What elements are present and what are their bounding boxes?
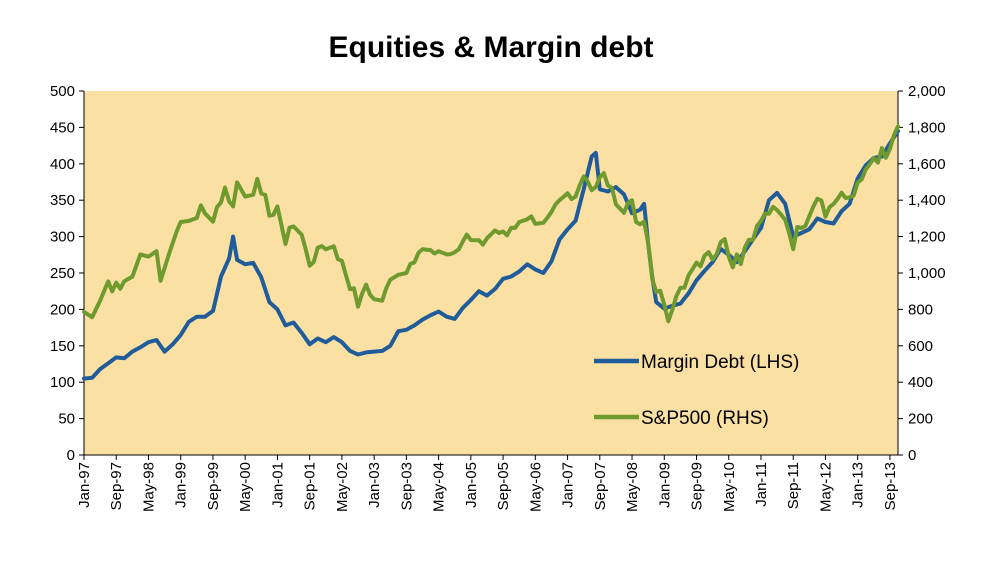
x-tick-label: Jan-11	[753, 462, 770, 507]
left-tick-label: 150	[50, 338, 75, 355]
x-tick-label: Jan-13	[850, 462, 867, 508]
x-tick-label: Sep-13	[882, 462, 899, 510]
x-tick-label: May-12	[817, 462, 834, 512]
x-tick-label: Jan-97	[76, 462, 93, 508]
left-tick-label: 100	[50, 374, 75, 391]
left-tick-label: 350	[50, 192, 75, 209]
x-tick-label: Jan-05	[463, 462, 480, 508]
x-axis: Jan-97 Sep-97 May-98 Jan-99 Sep-99 May-00 Jan-…	[76, 454, 899, 512]
right-tick-label: 2,000	[908, 83, 946, 100]
right-tick-label: 0	[908, 447, 916, 464]
chart-title: Equities & Margin debt	[328, 31, 653, 64]
left-tick-label: 500	[50, 83, 75, 100]
x-tick-label: Jan-03	[366, 462, 383, 508]
x-tick-label: May-02	[334, 462, 351, 512]
x-tick-label: Sep-07	[592, 462, 609, 510]
x-tick-label: Sep-05	[495, 462, 512, 510]
left-tick-label: 400	[50, 156, 75, 173]
x-tick-label: Sep-09	[689, 462, 706, 510]
x-tick-label: Sep-97	[108, 462, 125, 510]
right-tick-label: 1,600	[908, 156, 946, 173]
series-layer	[82, 124, 900, 381]
right-tick-label: 1,200	[908, 229, 946, 246]
x-tick-label: Jan-01	[269, 462, 286, 508]
x-tick-label: Jan-07	[560, 462, 577, 508]
x-tick-label: May-04	[431, 462, 448, 512]
x-tick-label: Sep-11	[785, 462, 802, 509]
left-axis: 0 50 100 150 200 250 300 350 400 450 500	[50, 83, 85, 464]
x-tick-label: May-98	[140, 462, 157, 512]
left-tick-label: 250	[50, 265, 75, 282]
x-tick-label: May-08	[624, 462, 641, 512]
x-tick-label: May-06	[527, 462, 544, 512]
x-tick-label: Jan-09	[656, 462, 673, 508]
x-tick-label: Jan-99	[173, 462, 190, 508]
left-tick-label: 200	[50, 301, 75, 318]
x-tick-label: May-00	[237, 462, 254, 512]
right-tick-label: 200	[908, 411, 933, 428]
right-tick-label: 800	[908, 301, 933, 318]
series-line-sp500	[82, 124, 900, 324]
x-tick-label: May-10	[721, 462, 738, 512]
right-tick-label: 1,400	[908, 192, 946, 209]
left-tick-label: 300	[50, 229, 75, 246]
left-tick-label: 50	[58, 411, 75, 428]
plot-area	[84, 91, 898, 455]
right-axis: 0 200 400 600 800 1,000 1,200 1,400 1,600 1,800 2,…	[897, 83, 946, 464]
legend: Margin Debt (LHS) S&P500 (RHS)	[594, 352, 799, 429]
x-tick-label: Sep-99	[205, 462, 222, 510]
right-tick-label: 1,000	[908, 265, 946, 282]
left-tick-label: 450	[50, 119, 75, 136]
right-tick-label: 400	[908, 374, 933, 391]
legend-label-sp500: S&P500 (RHS)	[641, 408, 769, 429]
x-tick-label: Sep-01	[302, 462, 319, 510]
legend-item-margin-debt: Margin Debt (LHS)	[594, 352, 799, 373]
right-tick-label: 600	[908, 338, 933, 355]
legend-item-sp500: S&P500 (RHS)	[594, 408, 769, 429]
legend-label-margin-debt: Margin Debt (LHS)	[641, 352, 799, 373]
left-tick-label: 0	[67, 447, 75, 464]
series-line-margin-debt	[82, 129, 900, 381]
right-tick-label: 1,800	[908, 119, 946, 136]
x-tick-label: Sep-03	[398, 462, 415, 510]
